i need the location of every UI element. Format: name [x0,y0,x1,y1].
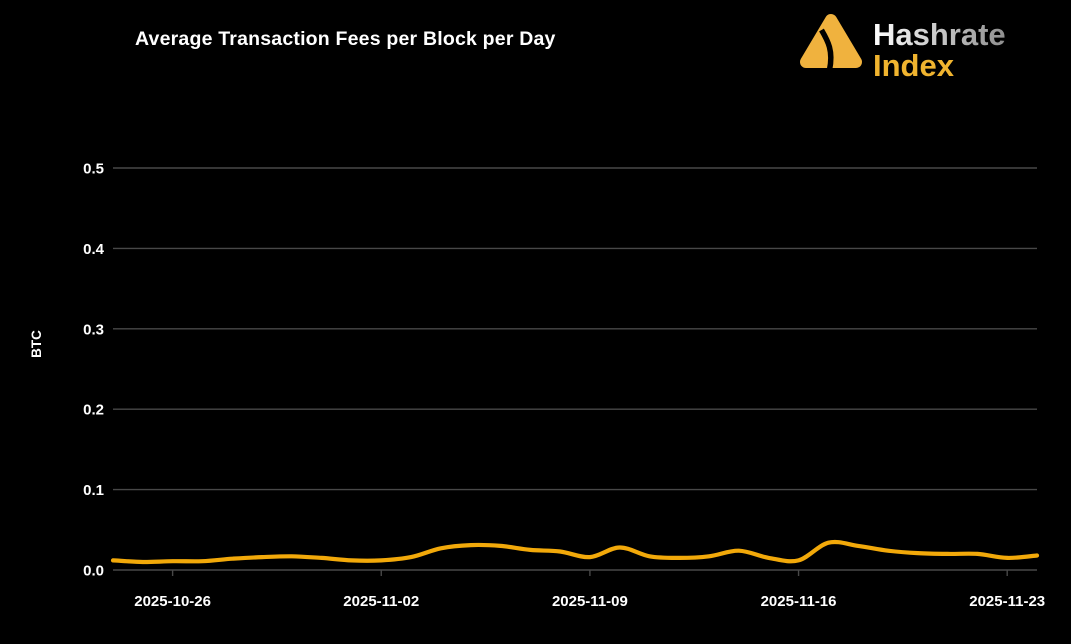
x-tick-label: 2025-11-16 [761,593,837,610]
chart-title: Average Transaction Fees per Block per D… [135,28,556,50]
logo-brand-bottom-label: Index [873,48,955,83]
y-tick-label: 0.4 [83,241,105,258]
y-tick-label: 0.1 [83,482,104,499]
y-tick-label: 0.5 [83,161,104,178]
x-tick-label: 2025-10-26 [134,593,211,610]
fees-series-line [110,539,1040,565]
hashrate-index-logo-icon [800,14,862,71]
hashrate-index-logo: Hashrate Index [800,14,1006,83]
x-tick-label: 2025-11-09 [552,593,628,610]
y-axis-title: BTC [29,330,44,358]
logo-brand-top-label: Hashrate [873,17,1006,52]
y-tick-label: 0.2 [83,402,104,419]
y-tick-label: 0.0 [83,563,104,580]
x-tick-label: 2025-11-23 [969,593,1045,610]
x-tick-label: 2025-11-02 [343,593,419,610]
y-tick-label: 0.3 [83,321,104,338]
